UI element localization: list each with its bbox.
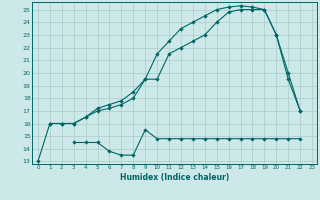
X-axis label: Humidex (Indice chaleur): Humidex (Indice chaleur): [120, 173, 229, 182]
